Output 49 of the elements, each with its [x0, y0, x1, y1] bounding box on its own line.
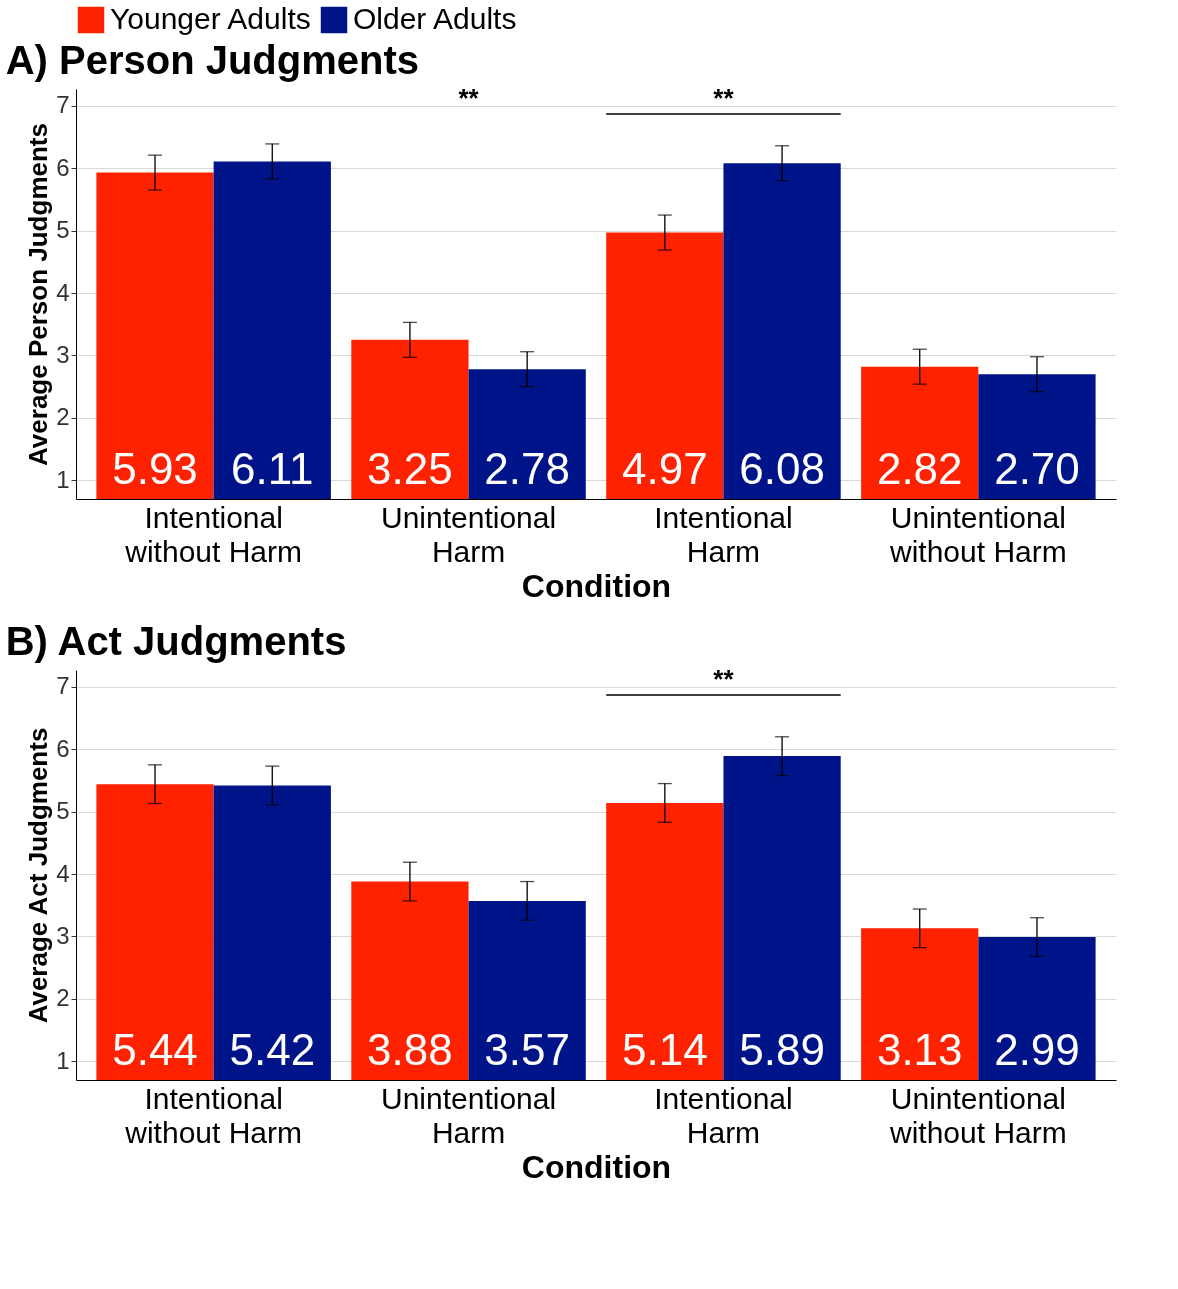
- data-label: 3.57: [484, 1025, 570, 1074]
- x-tick-label: Unintentional Harm: [380, 500, 557, 568]
- x-tick-label: Intentional without Harm: [124, 1081, 303, 1149]
- annotation: **: [713, 663, 735, 694]
- y-tick-label: 5: [56, 797, 70, 825]
- annotation: **: [713, 82, 735, 113]
- x-tick-label: Intentional without Harm: [124, 500, 303, 568]
- data-label: 6.11: [231, 444, 314, 493]
- x-axis-title: Condition: [521, 567, 672, 604]
- y-tick-label: 1: [56, 1046, 70, 1074]
- y-axis-title: Average Act Judgments: [23, 727, 54, 1024]
- chart-title: A) Person Judgments: [5, 37, 420, 82]
- data-label: 5.44: [112, 1025, 198, 1074]
- y-tick-label: 4: [56, 859, 70, 887]
- y-tick-label: 2: [56, 403, 70, 431]
- x-tick-label: Intentional Harm: [654, 1081, 793, 1149]
- y-tick-label: 1: [56, 465, 70, 493]
- x-tick-label: Unintentional Harm: [380, 1081, 557, 1149]
- x-tick-label: Intentional Harm: [654, 500, 793, 568]
- y-tick-label: 7: [56, 672, 70, 700]
- data-label: 5.14: [622, 1025, 708, 1074]
- y-tick-label: 7: [56, 91, 70, 119]
- data-label: 2.78: [484, 444, 570, 493]
- y-axis-title: Average Person Judgments: [23, 123, 54, 466]
- data-label: 3.88: [367, 1025, 453, 1074]
- data-label: 3.13: [876, 1025, 963, 1074]
- data-label: 3.25: [367, 444, 453, 493]
- y-tick-label: 4: [56, 278, 70, 306]
- y-tick-label: 5: [56, 216, 70, 244]
- data-label: 2.82: [876, 444, 963, 493]
- annotation: **: [458, 82, 480, 113]
- chart-title: B) Act Judgments: [5, 618, 347, 663]
- data-label: 2.99: [994, 1025, 1080, 1074]
- x-tick-label: Unintentional without Harm: [888, 1081, 1067, 1149]
- legend-label: Older Adults: [353, 2, 517, 35]
- data-label: 4.97: [622, 444, 708, 493]
- x-axis-title: Condition: [521, 1148, 672, 1185]
- x-tick-label: Unintentional without Harm: [888, 500, 1067, 568]
- data-label: 6.08: [739, 444, 825, 493]
- y-tick-label: 3: [56, 340, 70, 368]
- y-tick-label: 6: [56, 734, 70, 762]
- y-tick-label: 2: [56, 984, 70, 1012]
- data-label: 5.93: [112, 444, 198, 493]
- y-tick-label: 6: [56, 153, 70, 181]
- data-label: 5.42: [229, 1025, 316, 1074]
- y-tick-label: 3: [56, 921, 70, 949]
- legend-label: Younger Adults: [110, 2, 311, 35]
- data-label: 2.70: [994, 444, 1080, 493]
- data-label: 5.89: [739, 1025, 825, 1074]
